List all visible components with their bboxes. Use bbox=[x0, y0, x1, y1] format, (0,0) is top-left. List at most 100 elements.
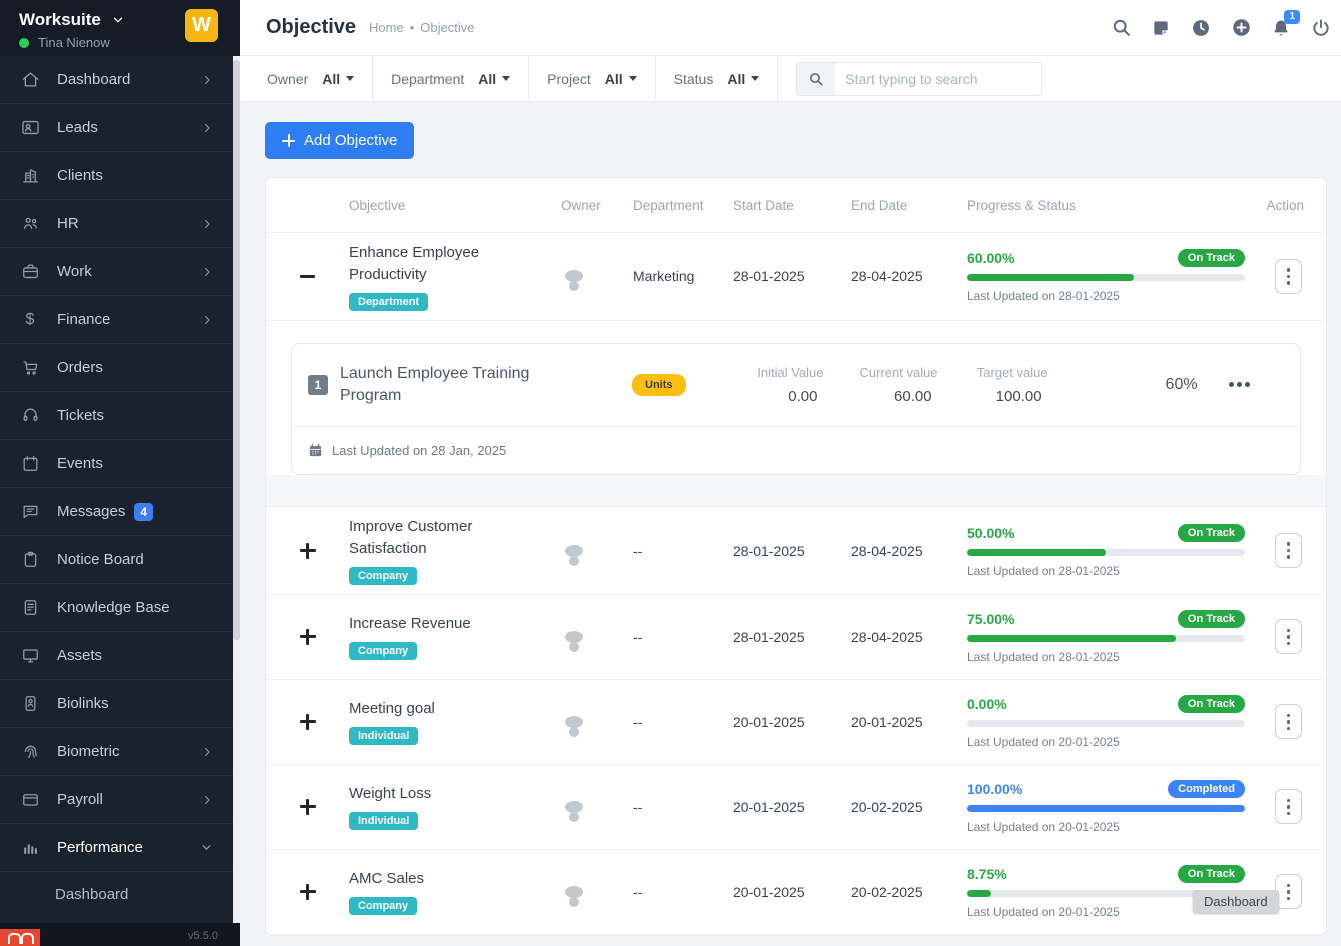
sidebar-item-label: Messages bbox=[57, 503, 126, 520]
objective-title[interactable]: Increase Revenue bbox=[349, 615, 471, 633]
progress-percent: 60.00% bbox=[967, 250, 1015, 267]
plus-icon bbox=[299, 542, 316, 559]
row-actions-button[interactable] bbox=[1275, 874, 1302, 910]
add-objective-button[interactable]: Add Objective bbox=[265, 122, 415, 159]
sidebar-item-leads[interactable]: Leads bbox=[0, 104, 233, 152]
power-icon[interactable] bbox=[1310, 17, 1332, 39]
progress-cell: 0.00% On Track Last Updated on 20-01-202… bbox=[967, 694, 1255, 749]
calendar-icon bbox=[20, 454, 40, 474]
sidebar-scrollbar-thumb[interactable] bbox=[233, 60, 240, 640]
building-icon bbox=[20, 166, 40, 186]
sidebar-item-payroll[interactable]: Payroll bbox=[0, 776, 233, 824]
expand-row-button[interactable] bbox=[266, 542, 349, 559]
key-result-title[interactable]: Launch Employee Training Program bbox=[340, 364, 530, 404]
expand-row-button[interactable] bbox=[266, 628, 349, 645]
sidebar-item-biometric[interactable]: Biometric bbox=[0, 728, 233, 776]
sidebar-item-knowledge-base[interactable]: Knowledge Base bbox=[0, 584, 233, 632]
note-icon[interactable] bbox=[1150, 17, 1172, 39]
expand-row-button[interactable] bbox=[266, 798, 349, 815]
bell-icon[interactable]: 1 bbox=[1270, 9, 1300, 39]
expand-row-button[interactable] bbox=[266, 883, 349, 900]
breadcrumb-home[interactable]: Home bbox=[369, 20, 404, 35]
sidebar-footer: v5.5.0 bbox=[0, 923, 240, 946]
objective-title[interactable]: Improve Customer Satisfaction bbox=[349, 518, 473, 558]
sidebar-item-work[interactable]: Work bbox=[0, 248, 233, 296]
sidebar-item-notice-board[interactable]: Notice Board bbox=[0, 536, 233, 584]
objective-type-badge: Department bbox=[349, 292, 429, 311]
key-result-actions-button[interactable] bbox=[1229, 382, 1250, 388]
col-owner: Owner bbox=[561, 197, 601, 213]
sidebar-item-performance[interactable]: Performance bbox=[0, 824, 233, 872]
table-header: Objective Owner Department Start Date En… bbox=[266, 178, 1326, 233]
start-date-cell: 20-01-2025 bbox=[733, 713, 805, 730]
key-result-footer: Last Updated on 28 Jan, 2025 bbox=[292, 426, 1300, 474]
search-icon[interactable] bbox=[1110, 17, 1132, 39]
objective-title[interactable]: Enhance Employee Productivity bbox=[349, 244, 480, 283]
clock-icon[interactable] bbox=[1190, 17, 1212, 39]
filter-owner[interactable]: Owner All bbox=[267, 56, 374, 101]
sidebar-item-clients[interactable]: Clients bbox=[0, 152, 233, 200]
objective-type-badge: Company bbox=[349, 897, 418, 916]
progress-percent: 0.00% bbox=[967, 695, 1007, 712]
sidebar-item-hr[interactable]: HR bbox=[0, 200, 233, 248]
link-tooltip: Dashboard bbox=[1193, 890, 1279, 913]
plus-circle-icon[interactable] bbox=[1230, 17, 1252, 39]
last-updated-text: Last Updated on 20-01-2025 bbox=[967, 904, 1120, 919]
row-actions-button[interactable] bbox=[1275, 789, 1302, 825]
sidebar-item-biolinks[interactable]: Biolinks bbox=[0, 680, 233, 728]
sidebar-scrollbar-track[interactable] bbox=[233, 56, 240, 923]
sidebar-item-messages[interactable]: Messages 4 bbox=[0, 488, 233, 536]
filter-label: Project bbox=[547, 70, 591, 87]
breadcrumb-current: Objective bbox=[420, 20, 475, 35]
sidebar-item-assets[interactable]: Assets bbox=[0, 632, 233, 680]
table-row: AMC Sales Company -- 20-01-2025 20-02-20… bbox=[266, 850, 1326, 935]
progress-percent: 75.00% bbox=[967, 610, 1015, 627]
end-date-cell: 28-04-2025 bbox=[851, 628, 923, 645]
search-icon bbox=[797, 62, 836, 95]
objective-title[interactable]: Weight Loss bbox=[349, 785, 432, 803]
brand-selector[interactable]: Worksuite bbox=[19, 10, 240, 30]
objective-title[interactable]: AMC Sales bbox=[349, 870, 425, 888]
filter-department[interactable]: Department All bbox=[373, 56, 530, 101]
sidebar-item-finance[interactable]: Finance bbox=[0, 296, 233, 344]
row-actions-button[interactable] bbox=[1275, 704, 1302, 740]
chat-icon bbox=[20, 502, 40, 522]
monitor-icon bbox=[20, 646, 40, 666]
row-actions-button[interactable] bbox=[1275, 619, 1302, 655]
sidebar-item-events[interactable]: Events bbox=[0, 440, 233, 488]
unit-type-badge: Units bbox=[632, 373, 686, 396]
filter-label: Status bbox=[673, 70, 714, 87]
chevron-right-icon bbox=[201, 794, 213, 806]
department-cell: -- bbox=[633, 542, 643, 559]
filter-value: All bbox=[478, 70, 497, 87]
expand-row-button[interactable] bbox=[266, 713, 349, 730]
col-end-date: End Date bbox=[851, 197, 908, 213]
last-updated-text: Last Updated on 20-01-2025 bbox=[967, 734, 1120, 749]
online-status-dot bbox=[19, 37, 29, 48]
leads-icon bbox=[20, 118, 40, 138]
progress-percent: 8.75% bbox=[967, 865, 1007, 882]
sidebar-item-dashboard[interactable]: Dashboard bbox=[0, 56, 233, 104]
filter-project[interactable]: Project All bbox=[529, 56, 656, 101]
row-actions-button[interactable] bbox=[1275, 258, 1302, 294]
collapse-row-button[interactable] bbox=[266, 274, 349, 278]
filter-status[interactable]: Status All bbox=[656, 56, 779, 101]
row-actions-button[interactable] bbox=[1275, 533, 1302, 569]
dollar-icon bbox=[20, 310, 40, 330]
sidebar-item-tickets[interactable]: Tickets bbox=[0, 392, 233, 440]
progress-cell: 75.00% On Track Last Updated on 28-01-20… bbox=[967, 609, 1255, 664]
objective-title[interactable]: Meeting goal bbox=[349, 700, 435, 718]
caret-down-icon bbox=[346, 76, 355, 81]
sidebar-subitem-performance-dashboard[interactable]: Dashboard bbox=[55, 885, 129, 903]
search-input[interactable] bbox=[835, 62, 1042, 95]
current-value-group: Current value 60.00 bbox=[859, 364, 938, 405]
chevron-right-icon bbox=[201, 218, 213, 230]
department-cell: -- bbox=[633, 713, 643, 730]
progress-cell: 100.00% Completed Last Updated on 20-01-… bbox=[967, 779, 1255, 834]
topbar-actions: 1 bbox=[1110, 9, 1332, 39]
caret-down-icon bbox=[751, 76, 760, 81]
sidebar-item-orders[interactable]: Orders bbox=[0, 344, 233, 392]
document-icon bbox=[20, 598, 40, 618]
headset-icon bbox=[20, 406, 40, 426]
status-badge: On Track bbox=[1177, 694, 1245, 713]
